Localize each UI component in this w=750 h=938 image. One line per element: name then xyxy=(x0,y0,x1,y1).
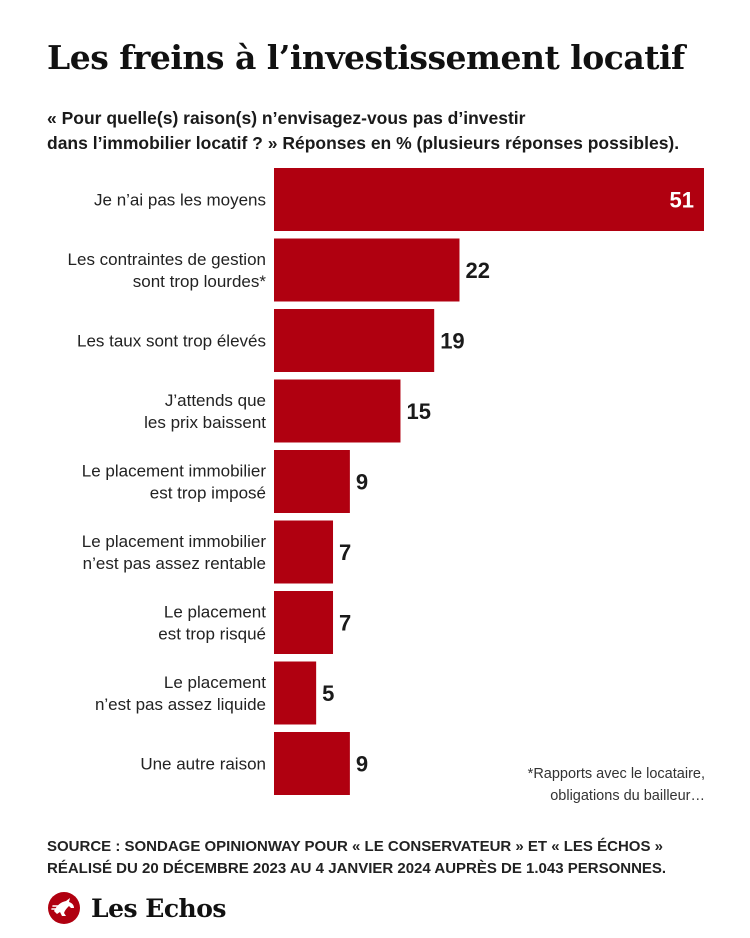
footnote-line-2: obligations du bailleur… xyxy=(550,788,705,804)
chart-title: Les freins à l’investissement locatif xyxy=(47,38,685,77)
bar xyxy=(274,732,350,795)
bar xyxy=(274,309,435,372)
subtitle-line-1: « Pour quelle(s) raison(s) n’envisagez-v… xyxy=(47,108,526,128)
source-line-1: SOURCE : SONDAGE OPINIONWAY POUR « LE CO… xyxy=(47,838,663,855)
value-label: 7 xyxy=(339,611,351,636)
chart-subtitle: « Pour quelle(s) raison(s) n’envisagez-v… xyxy=(47,106,737,156)
bar xyxy=(274,379,401,443)
brand: Les Echos xyxy=(47,890,226,926)
bar xyxy=(274,520,334,584)
brand-name: Les Echos xyxy=(91,893,226,923)
category-label: J’attends que les prix baissent xyxy=(144,391,266,432)
bar xyxy=(274,450,350,513)
value-label: 51 xyxy=(670,188,694,213)
category-label: Le placement immobilier est trop imposé xyxy=(82,462,267,503)
source-line-2: RÉALISÉ DU 20 DÉCEMBRE 2023 AU 4 JANVIER… xyxy=(47,860,667,877)
les-echos-horse-logo-icon xyxy=(48,892,80,924)
footnote: *Rapports avec le locataire, obligations… xyxy=(528,763,705,807)
category-label: Les contraintes de gestion sont trop lour… xyxy=(68,250,267,291)
value-label: 5 xyxy=(322,681,334,706)
bar xyxy=(274,238,460,302)
category-label: Je n’ai pas les moyens xyxy=(94,191,266,210)
value-label: 7 xyxy=(339,540,351,565)
value-label: 19 xyxy=(440,329,464,354)
bar xyxy=(274,168,704,231)
value-label: 9 xyxy=(356,752,368,777)
subtitle-line-2: dans l’immobilier locatif ? » Réponses e… xyxy=(47,133,680,153)
bar xyxy=(274,661,317,725)
category-label: Le placement est trop risqué xyxy=(158,603,266,644)
source-note: SOURCE : SONDAGE OPINIONWAY POUR « LE CO… xyxy=(47,836,737,880)
value-label: 22 xyxy=(465,258,489,283)
category-label: Les taux sont trop élevés xyxy=(77,332,266,351)
footnote-line-1: *Rapports avec le locataire, xyxy=(527,766,705,782)
category-label: Le placement n’est pas assez liquide xyxy=(95,673,266,714)
value-label: 9 xyxy=(356,470,368,495)
category-label: Une autre raison xyxy=(140,755,266,774)
value-label: 15 xyxy=(406,399,430,424)
bar-chart: 51 Je n’ai pas les moyens 22 Les contrainte… xyxy=(68,168,704,795)
bar xyxy=(274,591,334,654)
category-label: Le placement immobilier n’est pas assez r… xyxy=(82,532,267,573)
